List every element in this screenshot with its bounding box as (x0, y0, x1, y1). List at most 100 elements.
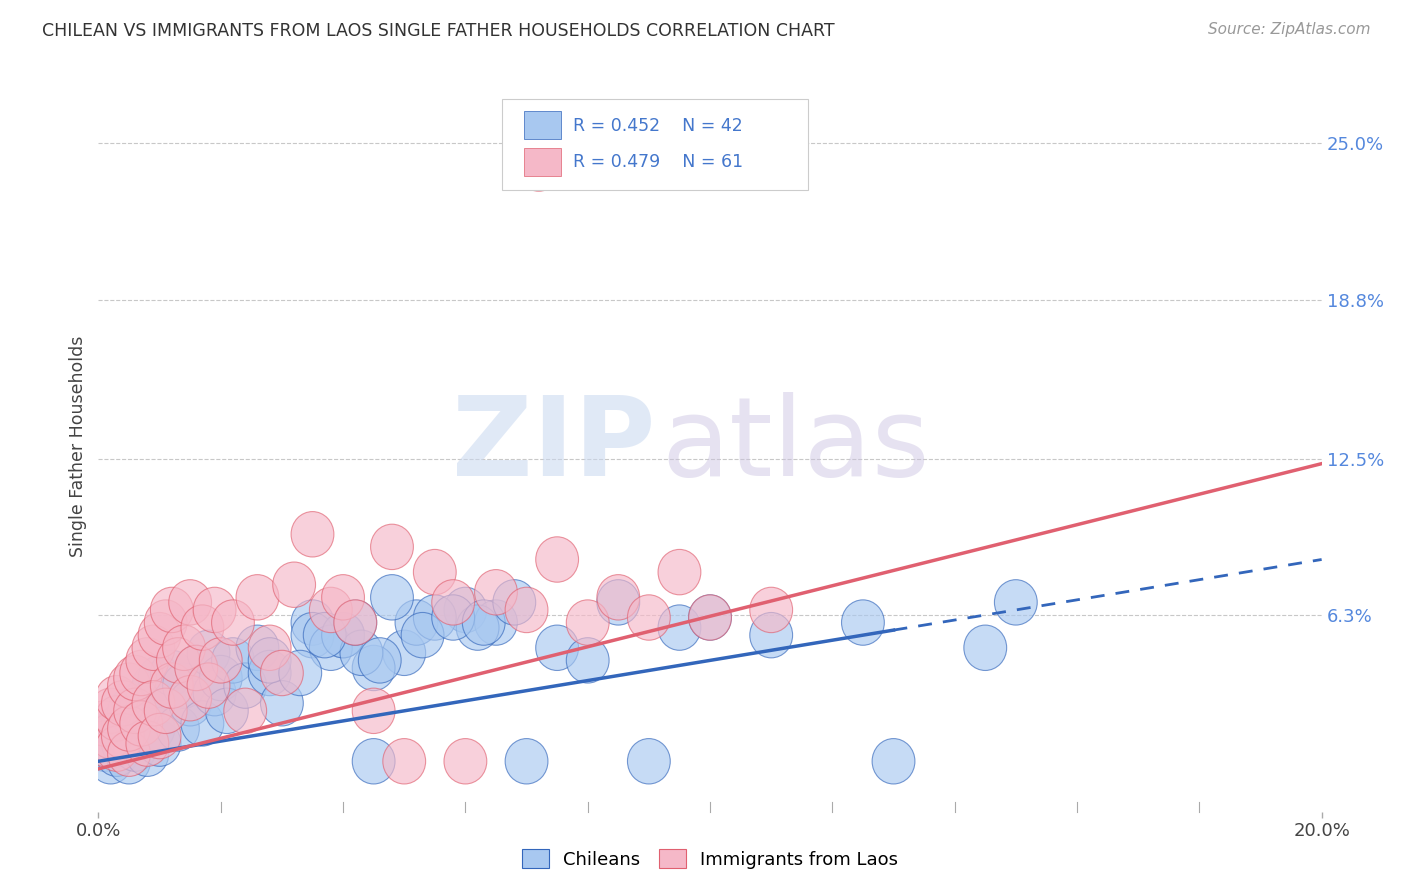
Ellipse shape (138, 714, 181, 759)
Ellipse shape (145, 599, 187, 645)
Ellipse shape (200, 638, 242, 683)
Ellipse shape (89, 714, 132, 759)
Ellipse shape (353, 739, 395, 784)
Ellipse shape (108, 688, 150, 733)
Ellipse shape (120, 681, 163, 726)
Ellipse shape (413, 595, 456, 640)
Ellipse shape (127, 675, 169, 721)
Ellipse shape (627, 595, 671, 640)
Ellipse shape (156, 638, 200, 683)
Ellipse shape (169, 675, 211, 721)
Ellipse shape (249, 650, 291, 696)
Y-axis label: Single Father Households: Single Father Households (69, 335, 87, 557)
Ellipse shape (83, 701, 127, 746)
Ellipse shape (169, 580, 211, 625)
Ellipse shape (536, 625, 578, 671)
Ellipse shape (127, 731, 169, 776)
Ellipse shape (108, 714, 150, 759)
Ellipse shape (120, 650, 163, 696)
Ellipse shape (108, 663, 150, 708)
Ellipse shape (309, 587, 353, 632)
Ellipse shape (114, 656, 156, 701)
Ellipse shape (291, 599, 333, 645)
Ellipse shape (322, 613, 364, 658)
Text: R = 0.479    N = 61: R = 0.479 N = 61 (574, 153, 744, 171)
Ellipse shape (249, 638, 291, 683)
Ellipse shape (224, 688, 267, 733)
Ellipse shape (101, 721, 145, 766)
Ellipse shape (658, 605, 700, 650)
Ellipse shape (689, 595, 731, 640)
Text: R = 0.452    N = 42: R = 0.452 N = 42 (574, 117, 742, 135)
Ellipse shape (260, 681, 304, 726)
FancyBboxPatch shape (502, 99, 808, 190)
Ellipse shape (444, 739, 486, 784)
Ellipse shape (749, 613, 793, 658)
Text: ZIP: ZIP (451, 392, 655, 500)
Ellipse shape (598, 580, 640, 625)
Ellipse shape (96, 726, 138, 772)
Ellipse shape (89, 714, 132, 759)
Ellipse shape (359, 638, 401, 683)
Ellipse shape (150, 663, 193, 708)
Ellipse shape (304, 613, 346, 658)
Ellipse shape (89, 739, 132, 784)
Ellipse shape (120, 701, 163, 746)
Ellipse shape (163, 663, 205, 708)
Ellipse shape (322, 574, 364, 620)
Ellipse shape (96, 706, 138, 751)
Ellipse shape (138, 613, 181, 658)
Ellipse shape (278, 650, 322, 696)
Ellipse shape (150, 650, 193, 696)
Ellipse shape (236, 574, 278, 620)
Ellipse shape (689, 595, 731, 640)
Ellipse shape (505, 739, 548, 784)
Ellipse shape (627, 739, 671, 784)
Ellipse shape (114, 688, 156, 733)
Ellipse shape (291, 512, 333, 557)
Ellipse shape (291, 613, 333, 658)
Ellipse shape (132, 706, 174, 751)
Ellipse shape (395, 599, 437, 645)
Ellipse shape (598, 574, 640, 620)
Ellipse shape (138, 721, 181, 766)
Ellipse shape (236, 625, 278, 671)
Ellipse shape (353, 688, 395, 733)
Ellipse shape (224, 663, 267, 708)
Ellipse shape (120, 714, 163, 759)
Ellipse shape (456, 605, 499, 650)
Legend: Chileans, Immigrants from Laos: Chileans, Immigrants from Laos (515, 842, 905, 876)
Ellipse shape (567, 638, 609, 683)
Ellipse shape (333, 599, 377, 645)
Ellipse shape (475, 599, 517, 645)
Ellipse shape (187, 630, 231, 675)
Ellipse shape (273, 562, 315, 607)
Ellipse shape (517, 146, 560, 191)
Ellipse shape (114, 726, 156, 772)
Ellipse shape (193, 671, 236, 716)
Ellipse shape (432, 595, 475, 640)
Ellipse shape (145, 688, 187, 733)
Ellipse shape (505, 587, 548, 632)
Ellipse shape (382, 739, 426, 784)
Text: CHILEAN VS IMMIGRANTS FROM LAOS SINGLE FATHER HOUSEHOLDS CORRELATION CHART: CHILEAN VS IMMIGRANTS FROM LAOS SINGLE F… (42, 22, 835, 40)
Ellipse shape (83, 721, 127, 766)
Ellipse shape (353, 645, 395, 690)
Ellipse shape (181, 701, 224, 746)
Ellipse shape (193, 587, 236, 632)
Ellipse shape (872, 739, 915, 784)
Ellipse shape (371, 574, 413, 620)
Ellipse shape (382, 630, 426, 675)
Ellipse shape (536, 537, 578, 582)
Ellipse shape (169, 681, 211, 726)
Ellipse shape (163, 625, 205, 671)
Ellipse shape (749, 587, 793, 632)
Ellipse shape (463, 599, 505, 645)
Ellipse shape (108, 731, 150, 776)
Ellipse shape (211, 599, 254, 645)
Ellipse shape (108, 739, 150, 784)
Ellipse shape (101, 714, 145, 759)
Ellipse shape (174, 645, 218, 690)
Ellipse shape (567, 599, 609, 645)
Ellipse shape (108, 706, 150, 751)
